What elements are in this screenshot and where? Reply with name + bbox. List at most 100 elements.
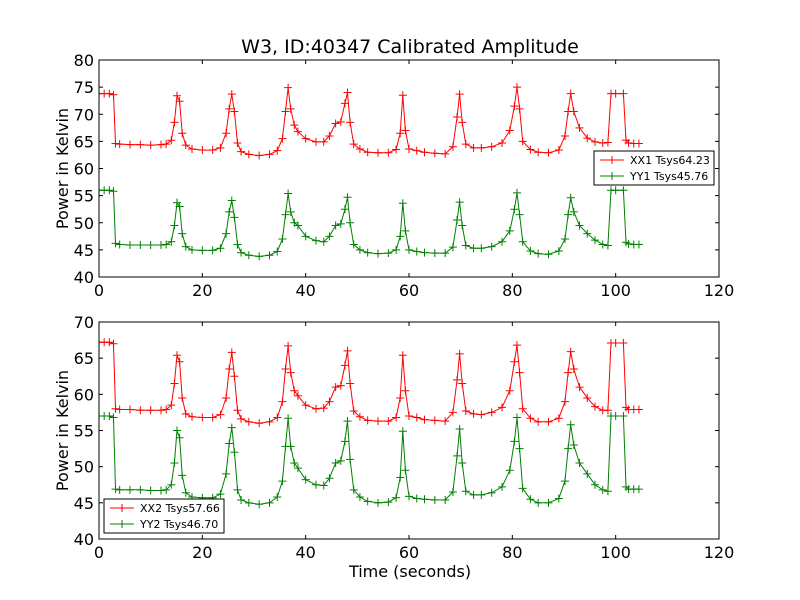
data-point (286, 104, 295, 113)
data-point (498, 403, 506, 412)
data-point (244, 251, 253, 260)
data-point (265, 150, 274, 159)
data-point (591, 402, 599, 411)
data-point (167, 136, 176, 145)
data-point (398, 427, 407, 436)
data-point (170, 221, 179, 230)
data-point (198, 413, 207, 422)
data-point (591, 137, 599, 146)
data-point (325, 397, 334, 406)
data-point (566, 89, 575, 98)
data-point (278, 477, 287, 486)
data-point (198, 146, 207, 155)
data-point (225, 365, 234, 374)
data-point (374, 417, 382, 426)
data-point (384, 498, 393, 507)
data-point (136, 240, 145, 249)
data-point (173, 426, 182, 435)
data-point (401, 466, 410, 475)
data-point (634, 139, 643, 148)
data-point (319, 404, 328, 413)
data-point (198, 246, 207, 255)
data-point (343, 88, 352, 97)
data-point (384, 249, 393, 258)
y-tick-label: 40 (74, 268, 94, 287)
data-point (331, 459, 340, 468)
data-point (340, 437, 349, 446)
data-point (619, 186, 628, 195)
data-point (611, 186, 620, 195)
legend-label: XX2 Tsys57.66 (140, 502, 220, 515)
data-point (319, 137, 328, 146)
data-point (230, 448, 239, 457)
data-point (336, 381, 345, 390)
data-point (331, 383, 340, 392)
legend-marker (608, 156, 616, 164)
data-point (505, 126, 514, 135)
data-point (619, 89, 628, 98)
x-tick-label: 20 (192, 543, 212, 562)
data-point (461, 140, 470, 149)
data-point (111, 139, 120, 148)
data-point (453, 216, 462, 225)
data-point (273, 413, 282, 422)
data-point (284, 414, 293, 423)
data-point (162, 240, 171, 249)
data-point (111, 485, 120, 494)
data-point (290, 121, 299, 130)
data-point (458, 221, 467, 230)
data-point (312, 137, 320, 146)
data-point (448, 408, 457, 417)
data-point (569, 207, 578, 216)
data-point (544, 250, 553, 259)
data-point (167, 401, 176, 410)
data-point (575, 383, 584, 392)
data-point (603, 487, 612, 496)
series-line (99, 341, 639, 424)
data-point (181, 409, 190, 418)
data-point (167, 237, 176, 246)
data-point (136, 485, 145, 494)
data-point (469, 409, 478, 418)
data-point (363, 248, 372, 257)
data-point (512, 341, 521, 350)
data-point (286, 207, 295, 216)
data-point (284, 341, 293, 350)
bottom-panel: 0 20 40 60 80 100 120 40 45 50 55 60 65 70 Power in Ke… (53, 313, 734, 562)
data-point (396, 232, 405, 241)
data-point (384, 148, 393, 157)
data-point (181, 488, 190, 497)
data-point (237, 248, 246, 257)
data-point (325, 232, 334, 241)
data-point (343, 417, 352, 426)
data-point (273, 247, 282, 256)
data-point (346, 455, 355, 464)
data-point (461, 241, 470, 250)
data-point (230, 213, 239, 222)
legend-label: YY1 Tsys45.76 (629, 170, 708, 183)
data-point (591, 236, 599, 245)
data-point (363, 497, 372, 506)
legend-label: XX1 Tsys64.23 (630, 154, 710, 167)
data-point (487, 142, 496, 151)
data-point (363, 416, 372, 425)
data-point (233, 406, 242, 415)
data-point (281, 107, 290, 116)
data-point (216, 490, 225, 499)
data-point (181, 242, 190, 251)
data-point (461, 487, 470, 496)
data-point (510, 205, 519, 214)
data-point (634, 240, 643, 249)
data-point (534, 417, 543, 426)
data-point (222, 229, 231, 238)
data-point (441, 149, 450, 158)
data-point (173, 351, 182, 360)
data-point (526, 145, 535, 154)
data-point (340, 361, 349, 370)
series-line (99, 415, 639, 505)
data-point (255, 252, 264, 261)
data-point (233, 485, 242, 494)
data-point (175, 433, 184, 442)
data-point (412, 494, 421, 503)
data-point (355, 412, 364, 421)
